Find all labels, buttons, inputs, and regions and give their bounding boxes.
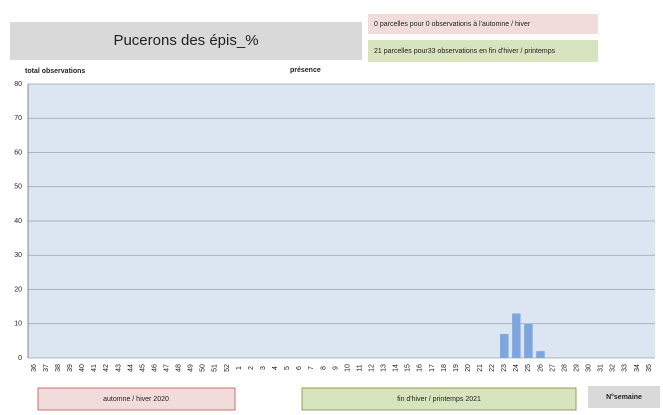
x-tick-label: 4 — [272, 366, 279, 370]
x-tick-label: 8 — [320, 366, 327, 370]
x-tick-label: 6 — [296, 366, 303, 370]
y-tick-label: 0 — [18, 355, 22, 362]
x-tick-label: 36 — [31, 364, 38, 372]
x-label-box — [588, 386, 660, 408]
x-tick-label: 28 — [561, 364, 568, 372]
x-tick-label: 11 — [356, 364, 363, 371]
x-tick-label: 49 — [188, 364, 195, 372]
y-axis-label: total observations — [25, 68, 85, 75]
x-tick-label: 33 — [622, 364, 629, 372]
y-tick-label: 30 — [14, 252, 22, 259]
x-tick-label: 40 — [79, 364, 86, 372]
chart-title: Pucerons des épis_% — [113, 32, 258, 49]
note-box — [368, 40, 598, 62]
x-tick-label: 17 — [429, 364, 436, 372]
x-tick-label: 21 — [477, 364, 484, 372]
x-tick-label: 13 — [381, 364, 388, 372]
x-tick-label: 42 — [103, 364, 110, 372]
note: 21 parcelles pour33 observations en fin … — [374, 48, 556, 55]
x-tick-label: 27 — [549, 364, 556, 372]
x-tick-label: 46 — [151, 364, 158, 372]
x-tick-label: 47 — [164, 364, 171, 372]
x-tick-label: 22 — [489, 364, 496, 372]
x-tick-label: 19 — [453, 364, 460, 372]
x-tick-label: 16 — [417, 364, 424, 372]
x-tick-label: 35 — [646, 364, 653, 372]
x-tick-label: 5 — [284, 366, 291, 370]
x-tick-label: 43 — [115, 364, 122, 372]
x-tick-label: 37 — [43, 364, 50, 372]
x-tick-label: 25 — [525, 364, 532, 372]
bar — [536, 351, 545, 358]
period-label: automne / hiver 2020 — [103, 396, 169, 403]
x-tick-label: 23 — [501, 364, 508, 372]
x-tick-label: 24 — [513, 364, 520, 372]
y-tick-label: 40 — [14, 218, 22, 225]
x-tick-label: 50 — [200, 364, 207, 372]
note-box — [368, 14, 598, 34]
x-tick-label: 30 — [586, 364, 593, 372]
y-tick-label: 60 — [14, 149, 22, 156]
note: 0 parcelles pour 0 observations à l'auto… — [374, 21, 531, 28]
x-tick-label: 20 — [465, 364, 472, 372]
y-tick-label: 70 — [14, 115, 22, 122]
x-tick-label: 7 — [308, 366, 315, 370]
y-tick-label: 50 — [14, 184, 22, 191]
x-tick-label: 34 — [634, 364, 641, 372]
x-tick-label: 32 — [610, 364, 617, 372]
x-tick-label: 39 — [67, 364, 74, 372]
period-label: fin d'hiver / printemps 2021 — [397, 396, 481, 403]
x-tick-label: 41 — [91, 364, 98, 372]
x-tick-label: 45 — [139, 364, 146, 372]
y-tick-label: 20 — [14, 286, 22, 293]
series-label: présence — [290, 67, 321, 74]
x-axis-label: N°semaine — [606, 393, 642, 401]
bar — [512, 313, 521, 358]
period-box — [301, 387, 577, 411]
y-tick-label: 80 — [14, 81, 22, 88]
title-box — [10, 22, 362, 60]
bar — [524, 323, 533, 358]
x-tick-label: 2 — [248, 366, 255, 370]
x-tick-label: 3 — [260, 366, 267, 370]
x-tick-label: 31 — [598, 364, 605, 372]
x-tick-label: 29 — [573, 364, 580, 372]
x-tick-label: 10 — [344, 364, 351, 372]
x-tick-label: 18 — [441, 364, 448, 372]
x-tick-label: 1 — [236, 366, 243, 370]
x-tick-label: 51 — [212, 364, 219, 372]
y-tick-label: 10 — [14, 321, 22, 328]
x-tick-label: 14 — [393, 364, 400, 372]
x-tick-label: 9 — [332, 366, 339, 370]
x-tick-label: 52 — [224, 364, 231, 372]
period-box — [37, 387, 236, 411]
bar — [500, 334, 509, 358]
x-tick-label: 26 — [537, 364, 544, 372]
x-tick-label: 44 — [127, 364, 134, 372]
x-tick-label: 15 — [405, 364, 412, 372]
x-tick-label: 12 — [368, 364, 375, 372]
x-tick-label: 48 — [176, 364, 183, 372]
x-tick-label: 38 — [55, 364, 62, 372]
